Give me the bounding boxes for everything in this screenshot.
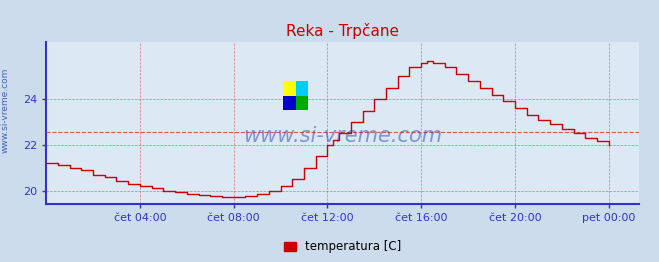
Bar bbox=[296, 81, 308, 96]
Bar bbox=[283, 81, 296, 96]
Title: Reka - Trpčane: Reka - Trpčane bbox=[286, 23, 399, 39]
Legend: temperatura [C]: temperatura [C] bbox=[284, 241, 401, 253]
Text: www.si-vreme.com: www.si-vreme.com bbox=[243, 126, 442, 146]
Text: www.si-vreme.com: www.si-vreme.com bbox=[1, 67, 10, 153]
Bar bbox=[296, 96, 308, 110]
Bar bbox=[283, 96, 296, 110]
